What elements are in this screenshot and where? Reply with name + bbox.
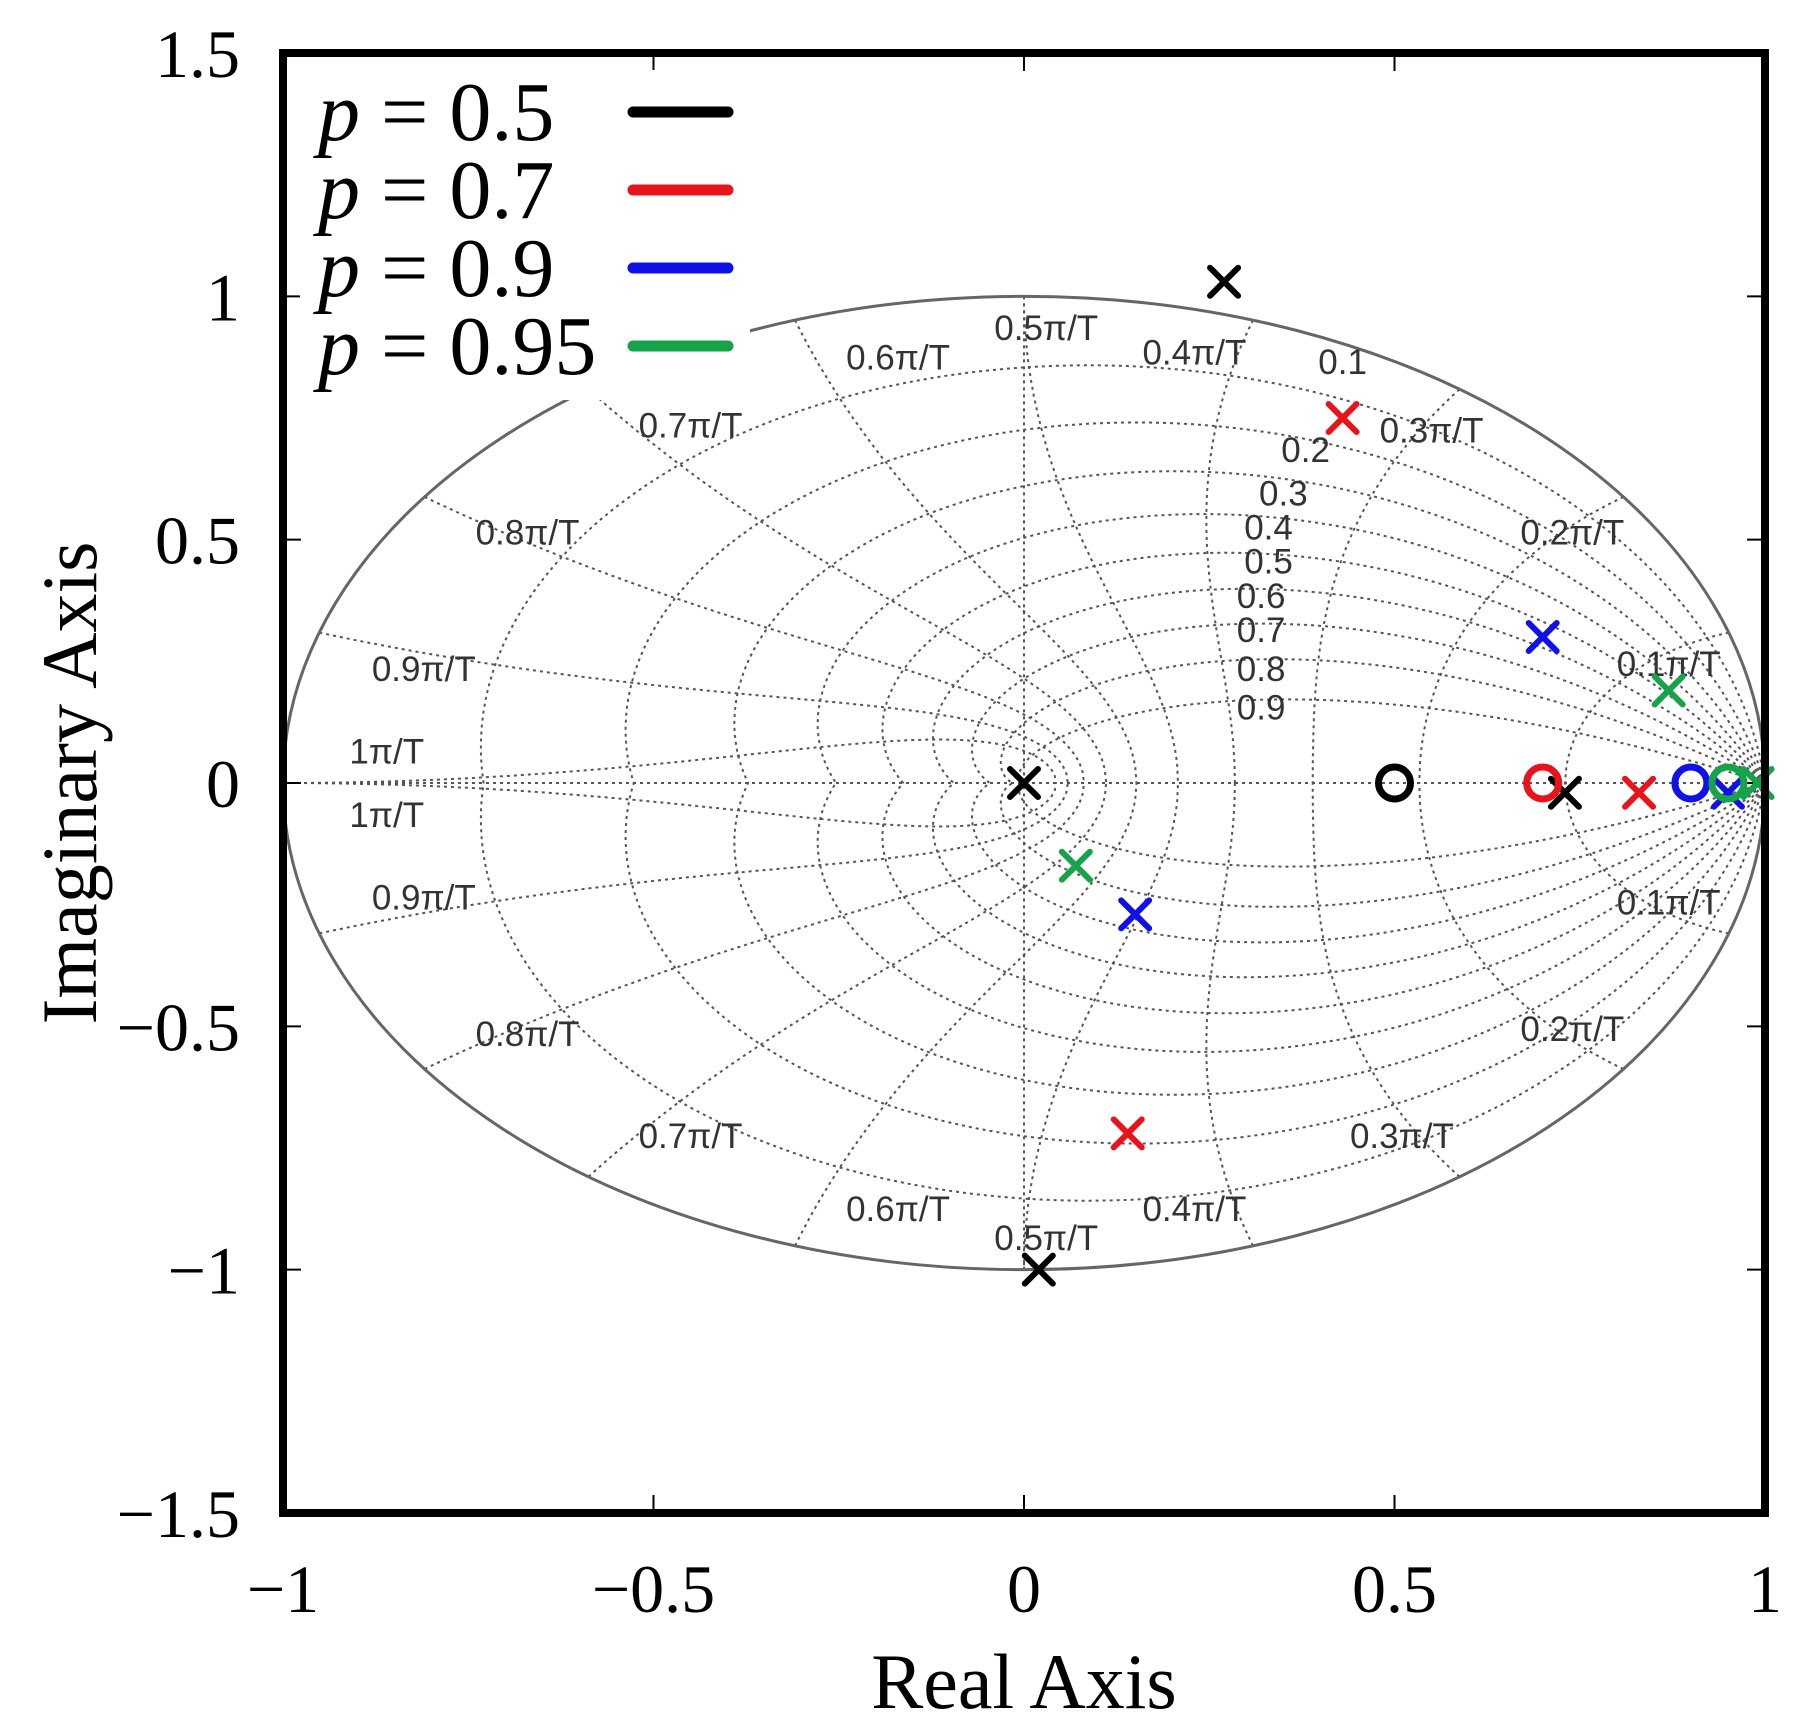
- frequency-label: 0.2π/T: [1520, 1010, 1624, 1049]
- frequency-label: 0.8π/T: [476, 1015, 580, 1054]
- pole-marker: [1325, 401, 1360, 435]
- damping-label: 0.4: [1244, 509, 1293, 548]
- y-tick-label: 0.5: [155, 503, 240, 579]
- frequency-curve: [424, 782, 1085, 1071]
- legend-label: p = 0.7: [313, 144, 554, 237]
- zero-marker: [1523, 763, 1563, 803]
- legend: p = 0.5p = 0.7p = 0.9p = 0.95: [313, 66, 734, 393]
- frequency-label: 0.4π/T: [1142, 333, 1246, 372]
- frequency-curve: [1205, 319, 1254, 784]
- frequency-label: 1π/T: [349, 733, 424, 772]
- pole-marker: [1118, 897, 1153, 932]
- damping-curve: [479, 364, 1766, 1202]
- damping-label: 0.1: [1318, 343, 1367, 382]
- frequency-curve: [283, 782, 1057, 828]
- frequency-curve: [424, 495, 1085, 784]
- x-tick-label: 0: [1007, 1551, 1041, 1627]
- x-tick-label: −1: [247, 1551, 319, 1627]
- frequency-curve: [1311, 782, 1461, 1178]
- plot-frame: [279, 49, 1769, 1517]
- frequency-label: 0.1π/T: [1617, 645, 1721, 684]
- frequency-label: 0.9π/T: [372, 879, 476, 918]
- damping-label: 0.8: [1237, 650, 1286, 689]
- legend-label: p = 0.9: [313, 222, 554, 315]
- frequency-curve: [319, 782, 1069, 935]
- damping-curve: [932, 587, 1766, 979]
- frequency-curve: [283, 738, 1057, 784]
- pole-marker: [1207, 264, 1242, 299]
- frequency-curve: [1023, 782, 1179, 1270]
- frequency-curve: [1564, 782, 1729, 935]
- frequency-label: 0.7π/T: [639, 406, 743, 445]
- zero-marker: [1375, 763, 1414, 803]
- damping-label: 0.9: [1237, 689, 1286, 728]
- frequency-label: 0.5π/T: [994, 1219, 1098, 1258]
- pole-marker: [1007, 766, 1041, 800]
- frequency-label: 0.1π/T: [1617, 883, 1721, 922]
- x-axis-title: Real Axis: [871, 1638, 1177, 1725]
- frequency-curve: [587, 388, 1108, 784]
- y-tick-label: 1: [206, 259, 240, 335]
- frequency-label: 0.4π/T: [1142, 1190, 1246, 1229]
- frequency-label: 1π/T: [349, 796, 424, 835]
- damping-curve: [624, 421, 1766, 1145]
- frequency-curve: [1023, 296, 1179, 784]
- zero-marker: [1708, 763, 1748, 803]
- legend-label: p = 0.5: [313, 66, 554, 159]
- pole-zero-markers: [1007, 264, 1775, 1287]
- damping-label: 0.3: [1259, 475, 1308, 514]
- frequency-curve: [319, 631, 1069, 784]
- grid-labels: 0.1 0.2 0.30.40.50.60.70.80.9 0.1π/T 0.1π/T 0…: [349, 309, 1720, 1258]
- x-tick-label: −0.5: [592, 1551, 715, 1627]
- pole-marker: [1622, 775, 1657, 810]
- y-tick-label: −1.5: [117, 1476, 240, 1552]
- x-tick-label: 0.5: [1352, 1551, 1437, 1627]
- damping-label: 0.2: [1281, 431, 1330, 470]
- y-axis-title: Imaginary Axis: [26, 541, 113, 1024]
- frequency-curve: [1418, 782, 1624, 1070]
- frequency-label: 0.5π/T: [994, 309, 1098, 348]
- y-tick-label: −0.5: [117, 989, 240, 1065]
- damping-curve: [733, 470, 1766, 1096]
- frequency-label: 0.8π/T: [476, 514, 580, 553]
- y-tick-label: −1: [168, 1233, 240, 1309]
- legend-label: p = 0.95: [313, 300, 596, 393]
- damping-label: 0.5: [1244, 543, 1293, 582]
- damping-curve: [881, 551, 1766, 1015]
- frequency-label: 0.3π/T: [1380, 411, 1484, 450]
- damping-label: 0.7: [1237, 611, 1286, 650]
- frequency-label: 0.2π/T: [1520, 514, 1624, 553]
- pole-marker: [1525, 620, 1560, 654]
- pole-marker: [1021, 1252, 1056, 1287]
- frequency-curve: [1418, 496, 1624, 784]
- frequency-curve: [1205, 782, 1254, 1247]
- pole-marker: [1058, 848, 1093, 883]
- pole-marker: [1651, 673, 1686, 708]
- pole-marker: [1110, 1116, 1145, 1151]
- frequency-label: 0.9π/T: [372, 650, 476, 689]
- pole-marker: [1710, 775, 1745, 810]
- x-tick-label: 1: [1748, 1551, 1782, 1627]
- frequency-label: 0.6π/T: [846, 1190, 950, 1229]
- y-tick-label: 1.5: [155, 16, 240, 92]
- axis-tick-labels: −1 −0.5 0 0.5 1−1.5−1−0.500.511.5: [117, 16, 1782, 1627]
- frequency-label: 0.7π/T: [639, 1117, 743, 1156]
- frequency-curve: [1564, 631, 1729, 784]
- frequency-label: 0.6π/T: [846, 338, 950, 377]
- y-tick-label: 0: [206, 746, 240, 822]
- zero-marker: [1671, 763, 1711, 803]
- frequency-curve: [1311, 388, 1461, 784]
- frequency-label: 0.3π/T: [1350, 1117, 1454, 1156]
- damping-label: 0.6: [1237, 577, 1286, 616]
